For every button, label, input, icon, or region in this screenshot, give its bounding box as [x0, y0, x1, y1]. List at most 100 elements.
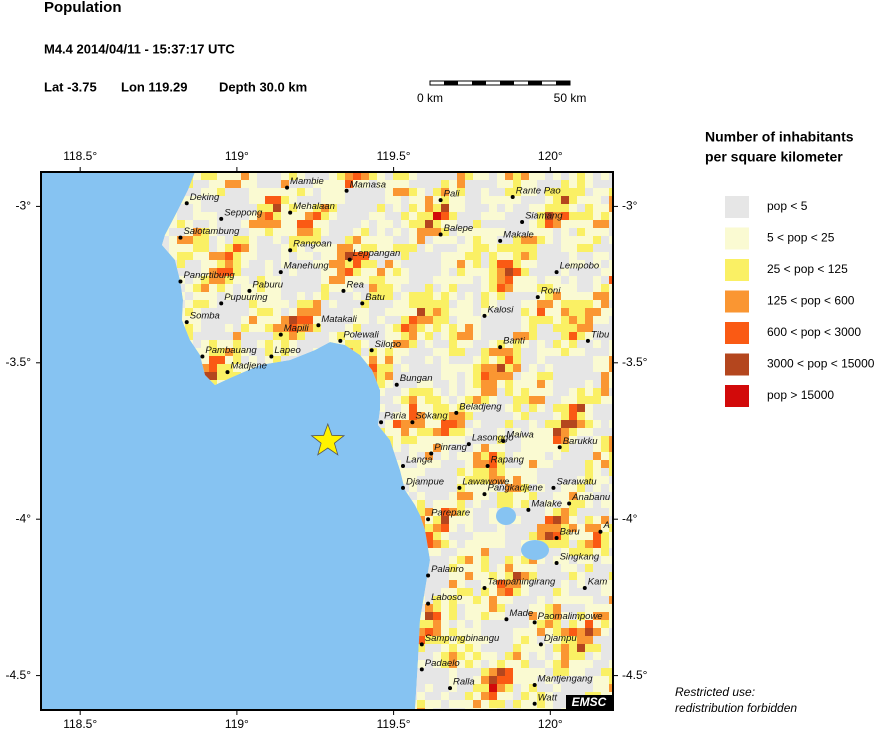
population-cell [449, 196, 457, 204]
population-cell [481, 404, 489, 412]
scale-label: 50 km [554, 91, 587, 105]
population-cell [433, 332, 441, 340]
population-cell [569, 348, 577, 356]
population-cell [601, 364, 609, 372]
population-cell [449, 300, 457, 308]
population-cell [433, 236, 441, 244]
population-cell [513, 636, 521, 644]
population-cell [489, 284, 497, 292]
population-cell [489, 628, 497, 636]
population-cell [537, 604, 545, 612]
population-cell [425, 684, 433, 692]
population-cell [401, 356, 409, 364]
population-cell [465, 500, 473, 508]
population-cell [337, 292, 345, 300]
population-cell [489, 292, 497, 300]
population-cell [465, 452, 473, 460]
population-cell [369, 244, 377, 252]
population-cell [225, 196, 233, 204]
population-cell [593, 244, 601, 252]
population-cell [321, 220, 329, 228]
population-cell [553, 180, 561, 188]
population-cell [489, 604, 497, 612]
population-cell [537, 676, 545, 684]
population-cell [249, 212, 257, 220]
population-cell [537, 420, 545, 428]
population-cell [345, 204, 353, 212]
population-cell [609, 556, 613, 564]
population-cell [513, 324, 521, 332]
population-cell [529, 668, 537, 676]
population-cell [497, 692, 505, 700]
population-cell [401, 196, 409, 204]
population-cell [449, 620, 457, 628]
population-cell [401, 444, 409, 452]
population-cell [489, 436, 497, 444]
population-cell [337, 244, 345, 252]
population-cell [345, 332, 353, 340]
population-cell [425, 388, 433, 396]
population-cell [345, 244, 353, 252]
population-cell [425, 324, 433, 332]
population-cell [393, 372, 401, 380]
population-cell [233, 348, 241, 356]
population-cell [609, 476, 613, 484]
population-cell [449, 476, 457, 484]
population-cell [545, 484, 553, 492]
lon-tick-label: 120° [538, 149, 563, 163]
population-cell [273, 268, 281, 276]
population-cell [201, 268, 209, 276]
population-cell [377, 380, 385, 388]
population-cell [457, 660, 465, 668]
population-cell [513, 380, 521, 388]
population-cell [281, 268, 289, 276]
population-cell [465, 172, 473, 180]
population-cell [377, 292, 385, 300]
population-cell [545, 292, 553, 300]
population-cell [241, 172, 249, 180]
population-cell [569, 172, 577, 180]
population-cell [401, 244, 409, 252]
population-cell [553, 452, 561, 460]
population-cell [521, 532, 529, 540]
population-cell [449, 660, 457, 668]
population-cell [409, 172, 417, 180]
population-cell [441, 604, 449, 612]
population-cell [457, 604, 465, 612]
population-cell [537, 564, 545, 572]
population-cell [257, 284, 265, 292]
population-cell [265, 340, 273, 348]
population-cell [505, 524, 513, 532]
population-cell [353, 276, 361, 284]
population-cell [433, 196, 441, 204]
population-cell [185, 244, 193, 252]
population-cell [177, 252, 185, 260]
population-cell [601, 588, 609, 596]
population-cell [545, 452, 553, 460]
population-cell [401, 220, 409, 228]
population-cell [409, 348, 417, 356]
population-cell [553, 500, 561, 508]
city-label: Kalosi [487, 304, 514, 315]
population-cell [577, 276, 585, 284]
population-cell [481, 652, 489, 660]
population-cell [577, 324, 585, 332]
population-cell [609, 228, 613, 236]
population-cell [433, 500, 441, 508]
population-cell [337, 204, 345, 212]
lon-tick-label: 119.5° [377, 717, 411, 731]
population-cell [529, 636, 537, 644]
population-cell [569, 500, 577, 508]
population-cell [601, 596, 609, 604]
population-cell [353, 180, 361, 188]
population-cell [249, 268, 257, 276]
population-cell [337, 228, 345, 236]
population-cell [609, 612, 613, 620]
population-cell [185, 260, 193, 268]
population-cell [521, 188, 529, 196]
population-cell [289, 348, 297, 356]
population-cell [441, 252, 449, 260]
population-cell [513, 564, 521, 572]
population-cell [209, 268, 217, 276]
population-cell [409, 460, 417, 468]
